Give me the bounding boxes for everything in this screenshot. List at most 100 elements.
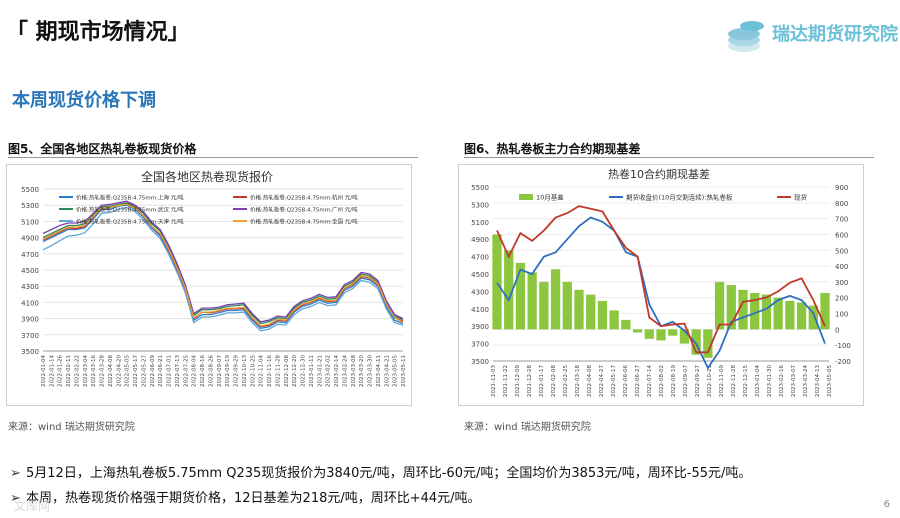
left-y-tick-label: 4900 — [21, 235, 39, 243]
left-y-tick-label: 5100 — [21, 218, 39, 226]
left-x-tick-label: 2022-04-08 — [108, 355, 114, 387]
right-right-y-tick-label: -200 — [835, 358, 851, 366]
right-legend-swatch — [519, 194, 533, 200]
bullet-text-1: 5月12日，上海热轧卷板5.75mm Q235现货报价为3840元/吨，周环比-… — [26, 466, 752, 481]
right-x-tick-label: 2023-02-16 — [779, 365, 785, 397]
right-left-y-tick-label: 4500 — [471, 271, 489, 279]
right-x-tick-label: 2023-03-24 — [803, 365, 809, 397]
page-title: 「 期现市场情况」 — [6, 20, 190, 45]
right-x-tick-label: 2022-11-09 — [719, 365, 725, 397]
right-basis-bar — [632, 329, 643, 333]
left-x-tick-label: 2022-09-19 — [225, 355, 231, 387]
right-right-y-tick-label: 200 — [835, 295, 848, 303]
left-x-tick-label: 2022-08-26 — [208, 355, 214, 387]
right-basis-bar — [761, 294, 772, 330]
right-x-tick-label: 2022-09-27 — [695, 365, 701, 397]
left-x-tick-label: 2022-01-14 — [49, 355, 55, 387]
brand-logo: 瑞达期货研究院 — [722, 12, 898, 56]
left-x-tick-label: 2022-11-16 — [267, 355, 273, 387]
right-right-y-tick-label: 500 — [835, 247, 848, 255]
right-basis-bar — [738, 289, 748, 330]
left-caption-rule — [8, 157, 418, 158]
left-legend-label: 价格:热轧板卷:Q235B:4.75mm:武汉 元/吨 — [76, 206, 184, 214]
right-basis-bar — [574, 289, 584, 330]
right-caption-rule — [464, 157, 874, 158]
right-basis-bar — [527, 272, 537, 330]
left-x-tick-label: 2023-01-11 — [309, 355, 315, 387]
right-right-y-tick-label: 900 — [835, 184, 848, 192]
right-x-tick-label: 2022-01-17 — [539, 365, 545, 397]
right-basis-bar — [785, 300, 795, 330]
left-x-tick-label: 2022-09-07 — [217, 355, 223, 387]
right-spot-line — [496, 205, 826, 354]
left-x-tick-label: 2022-01-04 — [41, 355, 47, 387]
right-left-y-tick-label: 4100 — [471, 306, 489, 314]
right-chart: 热卷10合约期现基差 3500 3700 3900 4100 4300 4500 4700 49… — [458, 164, 864, 406]
right-basis-bar — [679, 329, 690, 344]
left-x-tick-label: 2022-03-04 — [83, 355, 89, 387]
right-left-y-tick-label: 3900 — [471, 323, 489, 331]
right-left-y-tick-label: 5500 — [471, 184, 489, 192]
left-legend-label: 价格:热轧板卷:Q235B:4.75mm:上海 元/吨 — [76, 194, 184, 202]
right-x-tick-label: 2022-05-17 — [611, 365, 617, 397]
bullet-item-1: ➢ 5月12日，上海热轧卷板5.75mm Q235现货报价为3840元/吨，周环比… — [10, 462, 751, 481]
left-x-tick-label: 2022-05-05 — [125, 355, 131, 387]
right-basis-bar — [586, 294, 596, 330]
left-y-tick-label: 4500 — [21, 267, 39, 275]
right-x-tick-label: 2022-02-25 — [563, 365, 569, 397]
right-right-y-tick-label: 600 — [835, 231, 848, 239]
right-basis-bar — [492, 234, 502, 330]
left-y-tick-label: 3500 — [21, 348, 39, 356]
left-y-tick-label: 4300 — [21, 283, 39, 291]
left-x-tick-label: 2023-02-14 — [334, 355, 340, 387]
brand-name: 瑞达期货研究院 — [772, 24, 898, 45]
right-basis-bar — [796, 302, 807, 330]
left-x-tick-label: 2022-06-09 — [150, 355, 156, 387]
right-x-tick-label: 2022-03-18 — [575, 365, 581, 397]
left-x-tick-label: 2022-03-16 — [91, 355, 97, 387]
right-basis-bar — [668, 329, 678, 336]
left-x-tick-label: 2022-12-20 — [292, 355, 298, 387]
right-right-y-tick-label: 100 — [835, 311, 848, 319]
left-legend-label: 价格:热轧板卷:Q235B:4.75mm:杭州 元/吨 — [250, 194, 358, 202]
right-left-y-tick-label: 5300 — [471, 201, 489, 209]
right-x-tick-label: 2021-11-03 — [491, 365, 497, 397]
left-x-tick-label: 2022-10-25 — [250, 355, 256, 387]
right-source: 来源：wind 瑞达期货研究院 — [464, 422, 591, 433]
left-x-tick-label: 2022-03-28 — [100, 355, 106, 387]
right-left-y-tick-label: 3500 — [471, 358, 489, 366]
right-basis-bar — [726, 285, 736, 330]
right-x-tick-label: 2021-12-28 — [527, 365, 533, 397]
left-x-tick-label: 2022-08-04 — [192, 355, 198, 387]
right-left-y-tick-label: 3700 — [471, 341, 489, 349]
right-x-tick-label: 2022-02-08 — [551, 365, 557, 397]
left-x-tick-label: 2022-09-29 — [234, 355, 240, 387]
left-legend-label: 价格:热轧板卷:Q235B:4.75mm:广州 元/吨 — [250, 206, 358, 214]
right-x-tick-label: 2022-11-28 — [731, 365, 737, 397]
left-source: 来源：wind 瑞达期货研究院 — [8, 422, 135, 433]
left-x-tick-label: 2022-11-04 — [259, 355, 265, 387]
left-y-tick-label: 5500 — [21, 186, 39, 194]
right-x-tick-label: 2022-12-15 — [743, 365, 749, 397]
left-x-tick-label: 2023-04-21 — [384, 355, 390, 387]
right-x-tick-label: 2022-06-06 — [623, 365, 629, 397]
right-right-y-tick-label: 0 — [835, 326, 839, 334]
right-basis-bar — [539, 281, 549, 330]
left-x-tick-label: 2023-05-11 — [401, 355, 407, 387]
left-y-tick-label: 5300 — [21, 202, 39, 210]
right-x-tick-label: 2023-04-13 — [815, 365, 821, 397]
right-chart-svg: 热卷10合约期现基差 3500 3700 3900 4100 4300 4500 4700 49… — [471, 167, 851, 397]
right-left-y-tick-label: 5100 — [471, 219, 489, 227]
right-basis-bar — [609, 310, 619, 330]
right-basis-bar — [644, 329, 654, 339]
coin-stack-icon — [728, 21, 764, 52]
right-x-tick-label: 2022-08-02 — [659, 365, 665, 397]
right-basis-bar — [703, 329, 713, 358]
left-x-tick-label: 2022-02-22 — [74, 355, 80, 387]
right-left-y-tick-label: 4300 — [471, 288, 489, 296]
right-legend-label: 期货收盘价(10月交割连续):热轧卷板 — [626, 193, 733, 202]
right-x-tick-label: 2023-03-07 — [791, 365, 797, 397]
right-right-y-tick-label: 700 — [835, 216, 848, 224]
right-basis-bar — [773, 297, 783, 330]
left-x-tick-label: 2022-05-17 — [133, 355, 139, 387]
